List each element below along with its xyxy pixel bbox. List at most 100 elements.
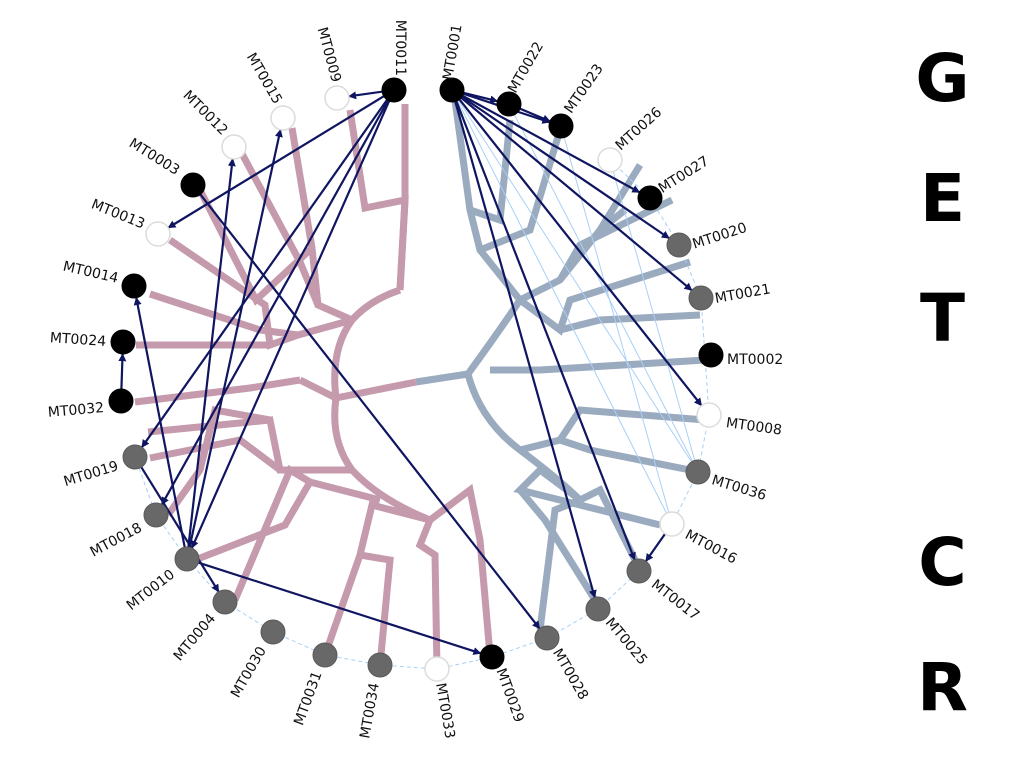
tree-branch-22 [415, 518, 441, 670]
node-label-MT0021: MT0021 [714, 281, 772, 307]
node-MT0016 [659, 511, 685, 537]
side-letter-t: T [919, 280, 966, 357]
node-MT0002 [698, 342, 724, 368]
link-MT0010-to-MT0012 [186, 158, 236, 554]
tree-branch-3 [331, 397, 432, 524]
node-label-MT0023: MT0023 [561, 61, 606, 116]
link-MT0011-to-MT0019 [141, 94, 392, 448]
tree-branch-2 [415, 370, 469, 386]
node-label-MT0015: MT0015 [243, 50, 285, 107]
node-label-MT0034: MT0034 [357, 682, 383, 740]
node-MT0011 [381, 77, 407, 103]
link-MT0001-to-MT0020 [456, 92, 670, 240]
node-MT0023 [548, 113, 574, 139]
link-MT0003-to-MT0028 [195, 189, 541, 630]
node-MT0027 [637, 185, 663, 211]
node-MT0004 [212, 589, 238, 615]
node-label-MT0028: MT0028 [549, 646, 591, 703]
node-MT0001 [439, 77, 465, 103]
node-MT0017 [626, 558, 652, 584]
tree-branch-31 [556, 196, 674, 282]
tree-branch-20 [321, 500, 431, 657]
link-MT0032-to-MT0024 [118, 353, 127, 396]
node-label-MT0036: MT0036 [710, 472, 769, 504]
link-MT0010-to-MT0014 [133, 296, 187, 554]
node-label-MT0010: MT0010 [124, 567, 178, 614]
tree-branch-26 [451, 99, 523, 303]
node-MT0028 [534, 625, 560, 651]
node-label-MT0033: MT0033 [432, 682, 458, 740]
tree-branch-1 [335, 378, 417, 402]
link-MT0010-to-MT0015 [187, 128, 283, 554]
tree-branch-33 [559, 311, 701, 334]
bundled-links [451, 89, 699, 525]
bundled-link-MT0023-MT0016 [560, 125, 673, 525]
link-MT0011-to-MT0013 [167, 92, 390, 229]
node-MT0018 [143, 502, 169, 528]
tree-branch-24 [465, 298, 523, 377]
node-MT0015 [270, 105, 296, 131]
node-label-MT0001: MT0001 [440, 23, 466, 81]
link-MT0010-to-MT0029 [192, 559, 482, 655]
node-MT0019 [122, 444, 148, 470]
node-label-MT0009: MT0009 [314, 26, 344, 84]
link-MT0011-to-MT0009 [348, 89, 389, 100]
node-MT0012 [221, 134, 247, 160]
node-label-MT0026: MT0026 [613, 104, 666, 154]
tree-branch-5 [346, 109, 409, 291]
node-label-MT0016: MT0016 [682, 527, 739, 568]
node-label-MT0002: MT0002 [727, 352, 783, 368]
node-label-MT0011: MT0011 [392, 20, 408, 76]
tree-branch-4 [331, 286, 402, 399]
node-MT0025 [585, 596, 611, 622]
node-label-MT0030: MT0030 [228, 644, 270, 701]
node-MT0031 [312, 642, 338, 668]
tree-branch-34 [490, 356, 706, 374]
node-MT0033 [424, 656, 450, 682]
node-markers [108, 77, 724, 682]
link-MT0001-to-MT0021 [455, 93, 693, 292]
tree-branch-39 [517, 487, 598, 602]
tree-branch-36 [558, 436, 691, 474]
node-MT0008 [696, 402, 722, 428]
side-letter-g: G [915, 40, 970, 117]
node-label-MT0019: MT0019 [62, 458, 120, 490]
node-label-MT0029: MT0029 [492, 666, 526, 724]
node-label-MT0025: MT0025 [602, 615, 650, 668]
link-MT0019-to-MT0004 [137, 461, 220, 593]
tree-branch-30 [597, 207, 628, 233]
tree-branch-29 [518, 163, 643, 304]
node-label-MT0013: MT0013 [89, 197, 147, 233]
tree-branch-13 [134, 376, 301, 406]
node-MT0020 [666, 232, 692, 258]
node-MT0034 [367, 652, 393, 678]
bundled-link-MT0001-MT0016 [451, 89, 673, 525]
node-MT0024 [110, 329, 136, 355]
node-MT0026 [597, 147, 623, 173]
tree-branch-38 [578, 485, 639, 562]
node-label-MT0032: MT0032 [47, 400, 104, 421]
tree-branch-27 [468, 119, 514, 225]
tree-branch-19 [231, 464, 312, 602]
directed-links [118, 89, 703, 655]
tree-branch-35 [519, 406, 706, 454]
node-label-MT0027: MT0027 [656, 153, 712, 196]
link-MT0001-to-MT0025 [452, 95, 597, 599]
node-MT0021 [688, 285, 714, 311]
node-MT0030 [260, 619, 286, 645]
tree-branch-21 [359, 551, 394, 666]
tree-branch-6 [396, 104, 409, 291]
tree-branch-17 [165, 405, 271, 518]
side-letter-c: C [918, 524, 967, 601]
node-MT0032 [108, 388, 134, 414]
tree-branch-28 [478, 128, 564, 254]
node-label-MT0020: MT0020 [691, 220, 749, 253]
node-MT0003 [180, 172, 206, 198]
node-MT0036 [685, 459, 711, 485]
tree-branch-14 [298, 376, 338, 402]
link-MT0001-to-MT0027 [456, 91, 641, 194]
node-label-MT0014: MT0014 [61, 259, 120, 287]
node-label-MT0012: MT0012 [180, 88, 231, 139]
tree-branch-10 [148, 290, 353, 339]
